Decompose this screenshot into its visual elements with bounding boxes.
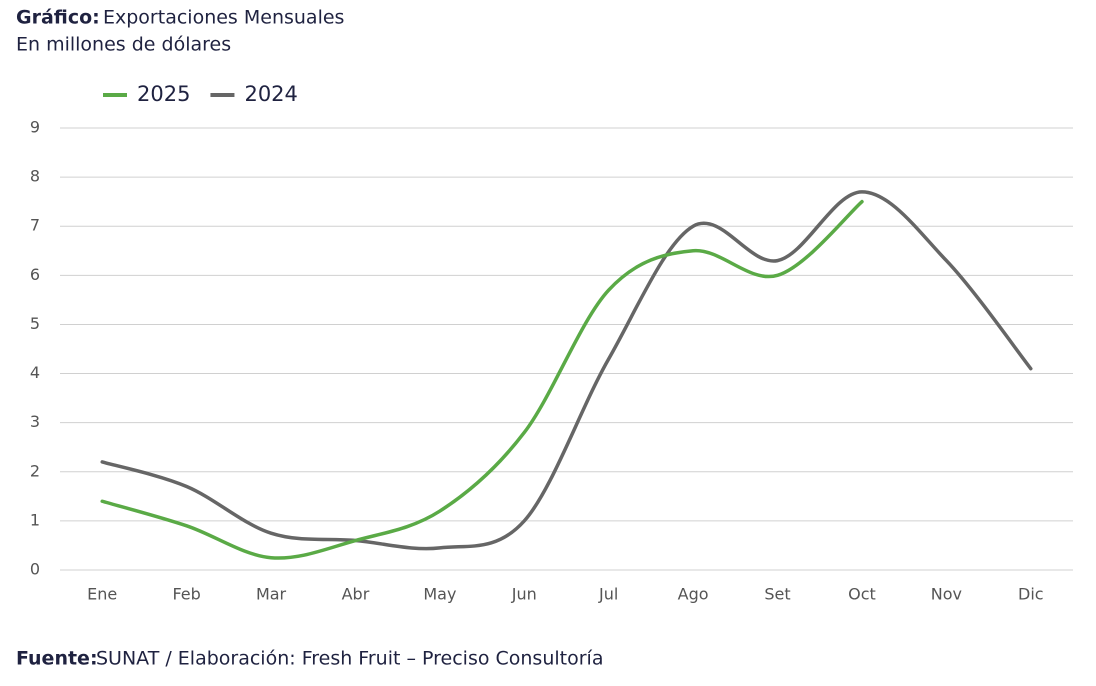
x-tick-label: Nov [931,585,962,604]
legend-label: 2025 [137,82,190,106]
series-line [100,190,1033,551]
x-tick-label: Abr [342,585,370,604]
source-label: Fuente: [16,648,98,670]
y-tick-label: 7 [30,216,40,235]
x-tick-label: Oct [848,585,876,604]
chart-title: Exportaciones Mensuales [103,7,344,29]
x-tick-label: Mar [256,585,287,604]
x-tick-label: Set [764,585,790,604]
y-tick-label: 8 [30,167,40,186]
x-tick-label: Ene [87,585,117,604]
source: SUNAT / Elaboración: Fresh Fruit – Preci… [96,648,603,670]
x-tick-label: Jul [598,585,618,604]
x-tick-label: Feb [172,585,200,604]
y-tick-label: 9 [30,118,40,137]
legend-label: 2024 [244,82,297,106]
y-tick-label: 3 [30,412,40,431]
y-tick-label: 2 [30,461,40,480]
y-tick-label: 1 [30,510,40,529]
x-tick-label: Dic [1018,585,1044,604]
x-tick-label: Ago [678,585,709,604]
y-tick-label: 0 [30,560,40,579]
x-tick-label: May [423,585,456,604]
series-line [100,199,864,560]
y-tick-label: 5 [30,314,40,333]
x-tick-label: Jun [511,585,537,604]
y-tick-label: 6 [30,265,40,284]
chart-subtitle: En millones de dólares [16,34,231,56]
title-label: Gráfico: [16,7,100,29]
y-tick-label: 4 [30,363,40,382]
